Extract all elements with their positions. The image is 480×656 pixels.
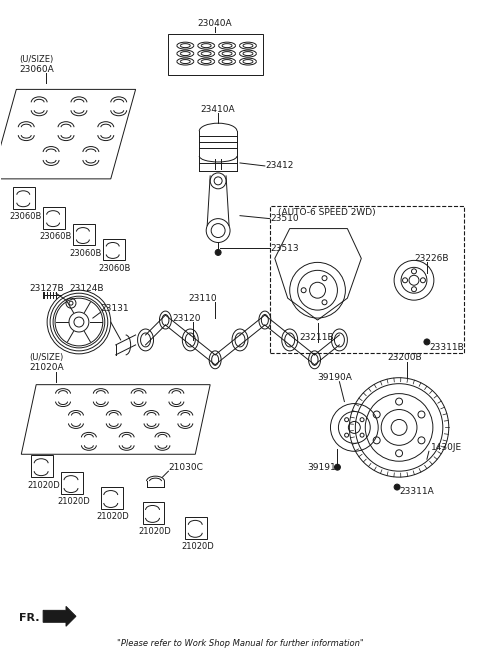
Circle shape [394, 484, 400, 490]
Bar [185, 517, 207, 539]
Text: 23060B: 23060B [39, 232, 72, 241]
Text: 21020D: 21020D [181, 543, 214, 551]
Text: 1430JE: 1430JE [431, 443, 462, 452]
Bar [101, 487, 123, 509]
Text: 23226B: 23226B [414, 254, 448, 263]
Text: "Please refer to Work Shop Manual for further information": "Please refer to Work Shop Manual for fu… [117, 639, 363, 647]
Text: 21030C: 21030C [168, 462, 204, 472]
Circle shape [215, 249, 221, 255]
Text: 23120: 23120 [172, 314, 201, 323]
Bar [61, 472, 83, 494]
Text: 23127B: 23127B [29, 284, 64, 293]
Text: 23311A: 23311A [399, 487, 434, 495]
Bar [103, 239, 125, 260]
Bar [168, 33, 263, 75]
Text: 23211B: 23211B [300, 333, 334, 342]
Text: 23131: 23131 [101, 304, 130, 313]
Bar [13, 187, 35, 209]
Text: 39191: 39191 [308, 462, 336, 472]
Text: 23410A: 23410A [201, 105, 235, 113]
Text: 23124B: 23124B [69, 284, 104, 293]
Bar [31, 455, 53, 477]
Text: FR.: FR. [19, 613, 40, 623]
Text: (AUTO-6 SPEED 2WD): (AUTO-6 SPEED 2WD) [278, 208, 375, 217]
Circle shape [424, 339, 430, 345]
Text: 23060B: 23060B [99, 264, 131, 273]
Text: 21020A: 21020A [29, 363, 64, 372]
Text: 23412: 23412 [266, 161, 294, 171]
Text: 21020D: 21020D [97, 512, 130, 522]
Text: 21020D: 21020D [27, 481, 60, 489]
Text: 39190A: 39190A [318, 373, 352, 382]
Text: 21020D: 21020D [57, 497, 90, 506]
Text: 23110: 23110 [188, 294, 217, 302]
Text: 23311B: 23311B [429, 343, 464, 352]
Text: 23200B: 23200B [387, 354, 422, 362]
Text: (U/SIZE): (U/SIZE) [29, 354, 63, 362]
Bar [43, 207, 65, 228]
Text: 23040A: 23040A [198, 19, 232, 28]
Text: 23060B: 23060B [69, 249, 101, 258]
Text: 23060B: 23060B [9, 212, 42, 221]
Bar [270, 206, 464, 353]
Text: (U/SIZE): (U/SIZE) [19, 55, 54, 64]
Text: 23060A: 23060A [19, 65, 54, 74]
Text: 23513: 23513 [271, 244, 300, 253]
Text: 21020D: 21020D [139, 527, 171, 537]
Bar [73, 224, 95, 245]
Polygon shape [43, 606, 76, 626]
Circle shape [335, 464, 340, 470]
Bar [143, 502, 165, 524]
Text: 23510: 23510 [271, 214, 300, 223]
